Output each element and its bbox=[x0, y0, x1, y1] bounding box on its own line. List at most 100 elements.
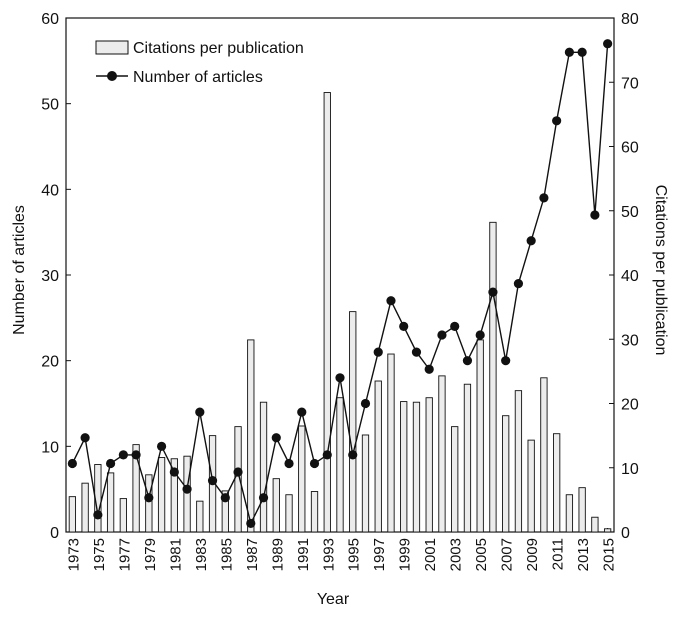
y-left-tick-label: 50 bbox=[41, 97, 59, 114]
line-point bbox=[246, 518, 256, 529]
bar bbox=[451, 426, 459, 533]
line-point bbox=[539, 193, 549, 203]
x-tick-label: 2001 bbox=[422, 538, 439, 571]
line-point bbox=[131, 450, 141, 460]
x-tick-label: 1973 bbox=[65, 538, 82, 571]
line-series bbox=[67, 39, 613, 529]
line-point bbox=[437, 330, 447, 340]
x-tick-label: 2013 bbox=[575, 538, 592, 571]
line-point bbox=[233, 467, 243, 477]
x-tick-label: 1999 bbox=[397, 538, 414, 571]
x-tick-label: 1979 bbox=[142, 538, 159, 571]
bar bbox=[272, 478, 280, 533]
y-right-tick-label: 0 bbox=[621, 525, 630, 542]
y-right-tick-label: 50 bbox=[621, 204, 639, 221]
bar bbox=[603, 528, 612, 533]
line-point bbox=[106, 458, 116, 469]
bar bbox=[259, 401, 268, 533]
bar bbox=[540, 377, 548, 533]
line-point bbox=[169, 467, 179, 477]
line-point bbox=[322, 450, 332, 460]
line-point bbox=[156, 441, 167, 451]
bar bbox=[502, 415, 510, 533]
legend-bar-swatch bbox=[95, 40, 129, 55]
line-point bbox=[271, 433, 281, 443]
bar bbox=[463, 383, 472, 533]
line-point bbox=[118, 450, 128, 460]
x-tick-label: 1989 bbox=[269, 538, 286, 571]
x-tick-label: 1983 bbox=[193, 538, 210, 571]
line-point bbox=[93, 510, 103, 520]
legend-line-label: Number of articles bbox=[133, 69, 263, 86]
bar bbox=[438, 375, 446, 533]
x-tick-label: 1987 bbox=[244, 538, 261, 571]
line-point bbox=[335, 373, 345, 383]
line-point bbox=[424, 364, 434, 374]
y-right-tick-label: 40 bbox=[621, 268, 639, 285]
bar bbox=[310, 491, 319, 533]
y-right-tick-label: 10 bbox=[621, 461, 639, 478]
x-tick-label: 2009 bbox=[524, 538, 541, 571]
legend-bar-label: Citations per publication bbox=[133, 40, 304, 57]
line-point bbox=[220, 493, 230, 503]
line-point bbox=[360, 398, 371, 409]
y-right-tick-label: 30 bbox=[621, 332, 639, 349]
bar bbox=[553, 433, 561, 533]
bar bbox=[298, 425, 306, 533]
line-point bbox=[144, 493, 154, 503]
bar bbox=[106, 472, 115, 533]
line-point bbox=[67, 458, 77, 469]
bar bbox=[336, 397, 344, 533]
bar bbox=[196, 500, 204, 533]
line-point bbox=[603, 39, 613, 49]
bar bbox=[157, 457, 166, 533]
x-tick-label: 1985 bbox=[218, 538, 235, 571]
bar bbox=[349, 311, 357, 533]
line-point bbox=[462, 356, 473, 366]
x-axis-title: Year bbox=[317, 591, 350, 608]
line-point bbox=[590, 210, 600, 220]
bar bbox=[425, 397, 433, 533]
bar bbox=[412, 401, 421, 533]
x-tick-label: 2007 bbox=[499, 538, 516, 571]
line-point bbox=[258, 493, 269, 503]
bar bbox=[247, 339, 255, 533]
bar bbox=[527, 439, 535, 533]
x-tick-label: 2011 bbox=[550, 538, 567, 570]
line-point bbox=[488, 287, 498, 297]
bar bbox=[68, 496, 77, 533]
x-tick-label: 2005 bbox=[473, 538, 490, 571]
bar-series bbox=[68, 92, 612, 533]
x-tick-label: 1997 bbox=[371, 538, 388, 571]
line-point bbox=[195, 407, 205, 417]
bar bbox=[387, 353, 395, 533]
x-tick-label: 1993 bbox=[320, 538, 337, 571]
tick-labels: 0 10 20 30 40 50 60 0 10 20 30 40 50 60 70 80 1973 1975 19… bbox=[41, 11, 639, 571]
y-right-tick-label: 20 bbox=[621, 397, 639, 414]
line-point bbox=[501, 356, 511, 366]
y-right-tick-label: 70 bbox=[621, 75, 639, 92]
line-point bbox=[284, 458, 294, 469]
y-right-tick-label: 80 bbox=[621, 11, 639, 28]
line-point bbox=[399, 321, 409, 331]
bar bbox=[183, 455, 191, 533]
y-left-tick-label: 10 bbox=[41, 439, 59, 456]
y-left-tick-label: 0 bbox=[50, 525, 59, 542]
line-point bbox=[526, 236, 536, 246]
y-right-tick-label: 60 bbox=[621, 140, 639, 157]
line-point bbox=[348, 450, 358, 460]
bar bbox=[400, 401, 408, 533]
y-axis-left-title: Number of articles bbox=[11, 205, 28, 335]
bar bbox=[132, 444, 140, 533]
bar bbox=[119, 498, 127, 533]
line-point bbox=[182, 484, 192, 494]
bar bbox=[374, 380, 382, 533]
legend: Citations per publication Number of arti… bbox=[95, 40, 304, 86]
bar bbox=[221, 490, 229, 533]
y-left-tick-label: 40 bbox=[41, 182, 59, 199]
line-point bbox=[309, 458, 320, 469]
bar bbox=[285, 494, 293, 533]
bar bbox=[145, 474, 153, 533]
